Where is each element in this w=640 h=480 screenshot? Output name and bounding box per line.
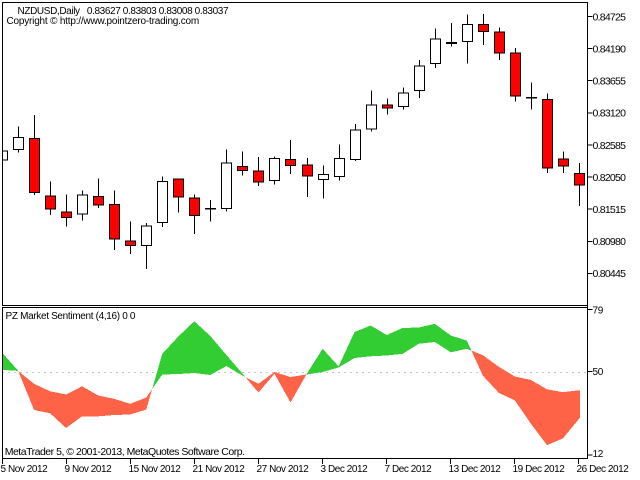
svg-text:9 Nov 2012: 9 Nov 2012 xyxy=(65,464,113,475)
svg-text:5 Nov 2012: 5 Nov 2012 xyxy=(1,464,49,475)
svg-text:PZ Market Sentiment (4,16) 0 0: PZ Market Sentiment (4,16) 0 0 xyxy=(6,311,136,322)
svg-text:NZDUSD,Daily 0.83627 0.83803: NZDUSD,Daily 0.83627 0.83803 0.83008 0.8… xyxy=(18,6,229,17)
svg-text:7 Dec 2012: 7 Dec 2012 xyxy=(385,464,433,475)
svg-text:MetaTrader 5, © 2001-2013, Met: MetaTrader 5, © 2001-2013, MetaQuotes So… xyxy=(5,446,245,458)
svg-text:15 Nov 2012: 15 Nov 2012 xyxy=(129,464,182,475)
svg-text:19 Dec 2012: 19 Dec 2012 xyxy=(513,464,566,475)
svg-text:0.80980: 0.80980 xyxy=(593,236,627,248)
svg-text:3 Dec 2012: 3 Dec 2012 xyxy=(321,464,369,475)
svg-text:0.84190: 0.84190 xyxy=(593,43,627,55)
svg-text:0.82585: 0.82585 xyxy=(593,140,627,152)
svg-text:0.83655: 0.83655 xyxy=(593,76,627,88)
svg-text:0.81515: 0.81515 xyxy=(593,204,627,216)
svg-text:13 Dec 2012: 13 Dec 2012 xyxy=(449,464,502,475)
svg-text:79: 79 xyxy=(593,306,604,317)
svg-text:0.83120: 0.83120 xyxy=(593,108,627,120)
svg-text:0.84725: 0.84725 xyxy=(593,11,627,23)
svg-text:0.82050: 0.82050 xyxy=(593,172,627,184)
svg-text:Copyright © http://www.pointze: Copyright © http://www.pointzero-trading… xyxy=(7,16,200,27)
svg-text:27 Nov 2012: 27 Nov 2012 xyxy=(257,464,310,475)
svg-text:21 Nov 2012: 21 Nov 2012 xyxy=(193,464,246,475)
svg-text:26 Dec 2012: 26 Dec 2012 xyxy=(577,464,630,475)
svg-text:50: 50 xyxy=(593,367,604,378)
svg-text:12: 12 xyxy=(593,449,604,460)
svg-text:0.80445: 0.80445 xyxy=(593,268,627,280)
